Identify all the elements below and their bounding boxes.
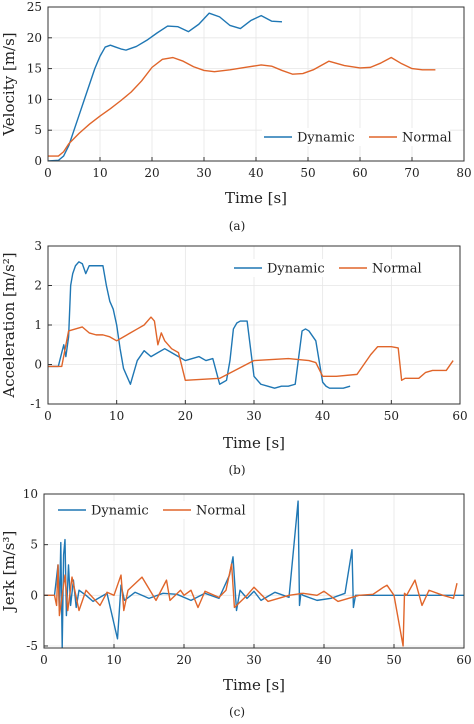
x-tick-label: 50	[384, 409, 399, 423]
x-tick-label: 10	[106, 653, 121, 667]
legend-box	[262, 128, 450, 146]
series-line-normal-c	[44, 563, 458, 647]
legend-label-normal: Normal	[372, 262, 422, 277]
x-tick-label: 40	[315, 409, 330, 423]
y-tick-label: 5	[30, 538, 38, 552]
gridlines-a	[48, 7, 464, 161]
y-tick-label: -5	[26, 639, 38, 653]
chart-a: 0 10 20 30 40 50 60 70 80 0 5 10 15 20 25 Time [s] Veloc…	[0, 0, 472, 233]
legend-label-normal: Normal	[196, 504, 246, 519]
y-tick-label: 0	[30, 588, 38, 602]
y-tick-label: 0	[34, 154, 42, 168]
series-line-dynamic-a	[48, 12, 283, 161]
x-tick-label: 80	[456, 166, 471, 180]
x-tick-label: 30	[246, 409, 261, 423]
series-line-dynamic-c	[44, 500, 464, 648]
legend-c: Dynamic Normal	[56, 501, 250, 519]
legend-label-dynamic: Dynamic	[267, 262, 325, 277]
x-tick-label: 10	[109, 409, 124, 423]
y-tick-label: 1	[34, 318, 42, 332]
legend-label-normal: Normal	[402, 131, 452, 146]
y-tick-label: 3	[34, 239, 42, 253]
x-tick-label: 0	[40, 653, 48, 667]
x-tick-label: 0	[44, 409, 52, 423]
series-line-normal-a	[48, 56, 436, 157]
x-axis-label: Time [s]	[223, 676, 285, 694]
y-tick-label: 15	[27, 62, 42, 76]
y-axis-label: Velocity [m/s]	[0, 32, 18, 136]
x-tick-label: 40	[248, 166, 263, 180]
x-tick-label: 50	[300, 166, 315, 180]
y-tick-label: -1	[30, 397, 42, 411]
y-tick-label: 20	[27, 31, 42, 45]
x-tick-label: 0	[44, 166, 52, 180]
x-axis-label: Time [s]	[225, 189, 287, 207]
x-tick-label: 30	[196, 166, 211, 180]
panel-caption-b: (b)	[228, 463, 245, 477]
x-tick-label: 70	[404, 166, 419, 180]
y-tick-label: 25	[27, 0, 42, 14]
y-axis-label: Acceleration [m/s²]	[0, 252, 18, 398]
x-tick-label: 40	[316, 653, 331, 667]
series-line-normal-b	[48, 316, 454, 381]
y-axis-label: Jerk [m/s³]	[0, 531, 18, 614]
x-tick-label: 20	[178, 409, 193, 423]
y-tick-label: 5	[34, 123, 42, 137]
legend-label-dynamic: Dynamic	[91, 504, 149, 519]
y-tick-label: 2	[34, 279, 42, 293]
y-tick-label: 10	[27, 92, 42, 106]
series-group-c	[44, 500, 464, 648]
x-tick-label: 30	[246, 653, 261, 667]
series-group-b	[48, 261, 454, 389]
panel-caption-a: (a)	[229, 219, 246, 233]
y-tick-label: 10	[23, 487, 38, 501]
panel-caption-c: (c)	[229, 705, 245, 719]
legend-box	[56, 501, 250, 519]
y-tick-label: 0	[34, 358, 42, 372]
x-tick-label: 50	[386, 653, 401, 667]
legend-b: Dynamic Normal	[232, 259, 446, 277]
legend-a: Dynamic Normal	[262, 128, 452, 146]
x-tick-label: 20	[176, 653, 191, 667]
x-tick-label: 20	[144, 166, 159, 180]
x-axis-label: Time [s]	[223, 434, 285, 452]
series-group-a	[48, 12, 436, 161]
legend-label-dynamic: Dynamic	[297, 131, 355, 146]
x-tick-label: 60	[352, 166, 367, 180]
x-tick-label: 60	[456, 653, 471, 667]
x-tick-label: 10	[92, 166, 107, 180]
series-line-dynamic-b	[48, 261, 351, 389]
x-tick-label: 60	[452, 409, 467, 423]
